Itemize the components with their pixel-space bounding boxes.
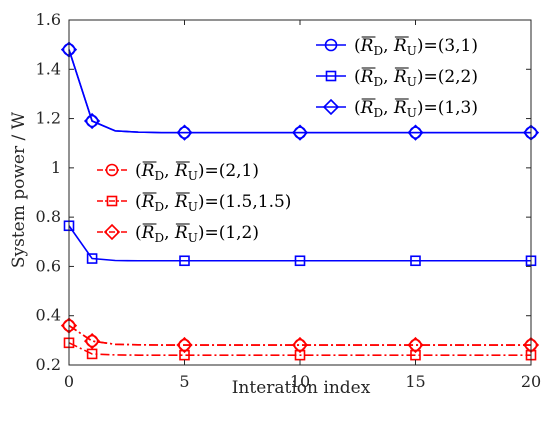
- y-tick-label: 0.2: [36, 355, 61, 374]
- legend-marker: [325, 70, 337, 82]
- series-marker: [176, 336, 193, 354]
- x-tick-label: 0: [64, 372, 74, 391]
- x-tick-label: 5: [179, 372, 189, 391]
- y-tick-label: 0.6: [36, 256, 61, 275]
- series-marker: [85, 334, 99, 348]
- legend-2: (RD, RU)=(2,1) (RD, RU)=(1.5,1.5) (RD, RU)…: [97, 161, 291, 245]
- series-marker: [176, 124, 193, 141]
- series-marker: [410, 349, 421, 361]
- legend-item: (RD, RU)=(2,1): [97, 161, 259, 183]
- y-tick-label: 1.4: [36, 59, 61, 78]
- x-tick-label: 20: [521, 372, 541, 391]
- x-axis-label: Interation index: [232, 378, 371, 398]
- series-marker: [179, 349, 190, 361]
- y-tick-label: 1: [51, 158, 61, 177]
- axes: 0 5 10 15 20 0.2 0.4 0.6 0.8 1 1.2 1.4 1.6: [36, 10, 542, 391]
- legend-item: (RD, RU)=(1.5,1.5): [97, 192, 291, 214]
- series-5: [63, 337, 537, 361]
- series-line: [68, 342, 531, 356]
- series-marker: [179, 255, 190, 267]
- y-tick-label: 1.6: [36, 10, 61, 29]
- legend-item: (RD, RU)=(2,2): [316, 67, 478, 89]
- series-3: [60, 41, 540, 141]
- series-line: [68, 49, 531, 134]
- series-marker: [294, 349, 306, 361]
- y-tick-label: 1.2: [36, 109, 61, 128]
- plot-area: [60, 41, 540, 361]
- series-marker: [407, 336, 424, 354]
- legend-marker: [322, 98, 340, 116]
- legend-marker: [106, 195, 118, 207]
- legend-marker: [324, 38, 338, 52]
- series-6: [60, 317, 540, 354]
- series-marker: [291, 336, 309, 354]
- legend-label: (RD, RU)=(2,1): [135, 161, 259, 183]
- series-marker: [83, 112, 101, 130]
- legend-label: (RD, RU)=(3,1): [354, 36, 478, 58]
- x-tick-label: 15: [405, 372, 425, 391]
- series-marker: [86, 253, 98, 264]
- legend-1: (RD, RU)=(3,1) (RD, RU)=(2,2) (RD, RU)=(1,…: [316, 36, 478, 120]
- series-4: [62, 319, 538, 352]
- legend-item: (RD, RU)=(1,3): [316, 98, 478, 120]
- series-marker: [294, 255, 306, 267]
- series-marker: [86, 348, 98, 360]
- legend-label: (RD, RU)=(1,2): [135, 223, 259, 245]
- y-tick-label: 0.8: [36, 207, 61, 226]
- legend-marker: [105, 163, 119, 177]
- y-tick-label: 0.4: [36, 306, 61, 325]
- series-marker: [85, 114, 99, 128]
- series-1: [62, 43, 538, 139]
- series-line: [68, 324, 531, 346]
- legend-label: (RD, RU)=(1.5,1.5): [135, 192, 291, 214]
- series-marker: [410, 255, 421, 267]
- series-line: [68, 225, 531, 262]
- legend-item: (RD, RU)=(1,2): [97, 223, 259, 245]
- legend-label: (RD, RU)=(1,3): [354, 98, 478, 120]
- y-axis-label: System power / W: [9, 111, 29, 268]
- legend-marker: [103, 223, 121, 241]
- series-line: [68, 324, 531, 346]
- series-marker: [83, 332, 101, 350]
- legend-item: (RD, RU)=(3,1): [316, 36, 478, 58]
- x-tick-label: 10: [290, 372, 310, 391]
- series-marker: [407, 124, 424, 141]
- series-line: [68, 49, 531, 134]
- legend-label: (RD, RU)=(2,2): [354, 67, 478, 89]
- series-marker: [291, 124, 309, 141]
- legends: (RD, RU)=(3,1) (RD, RU)=(2,2) (RD, RU)=(1,…: [97, 36, 478, 245]
